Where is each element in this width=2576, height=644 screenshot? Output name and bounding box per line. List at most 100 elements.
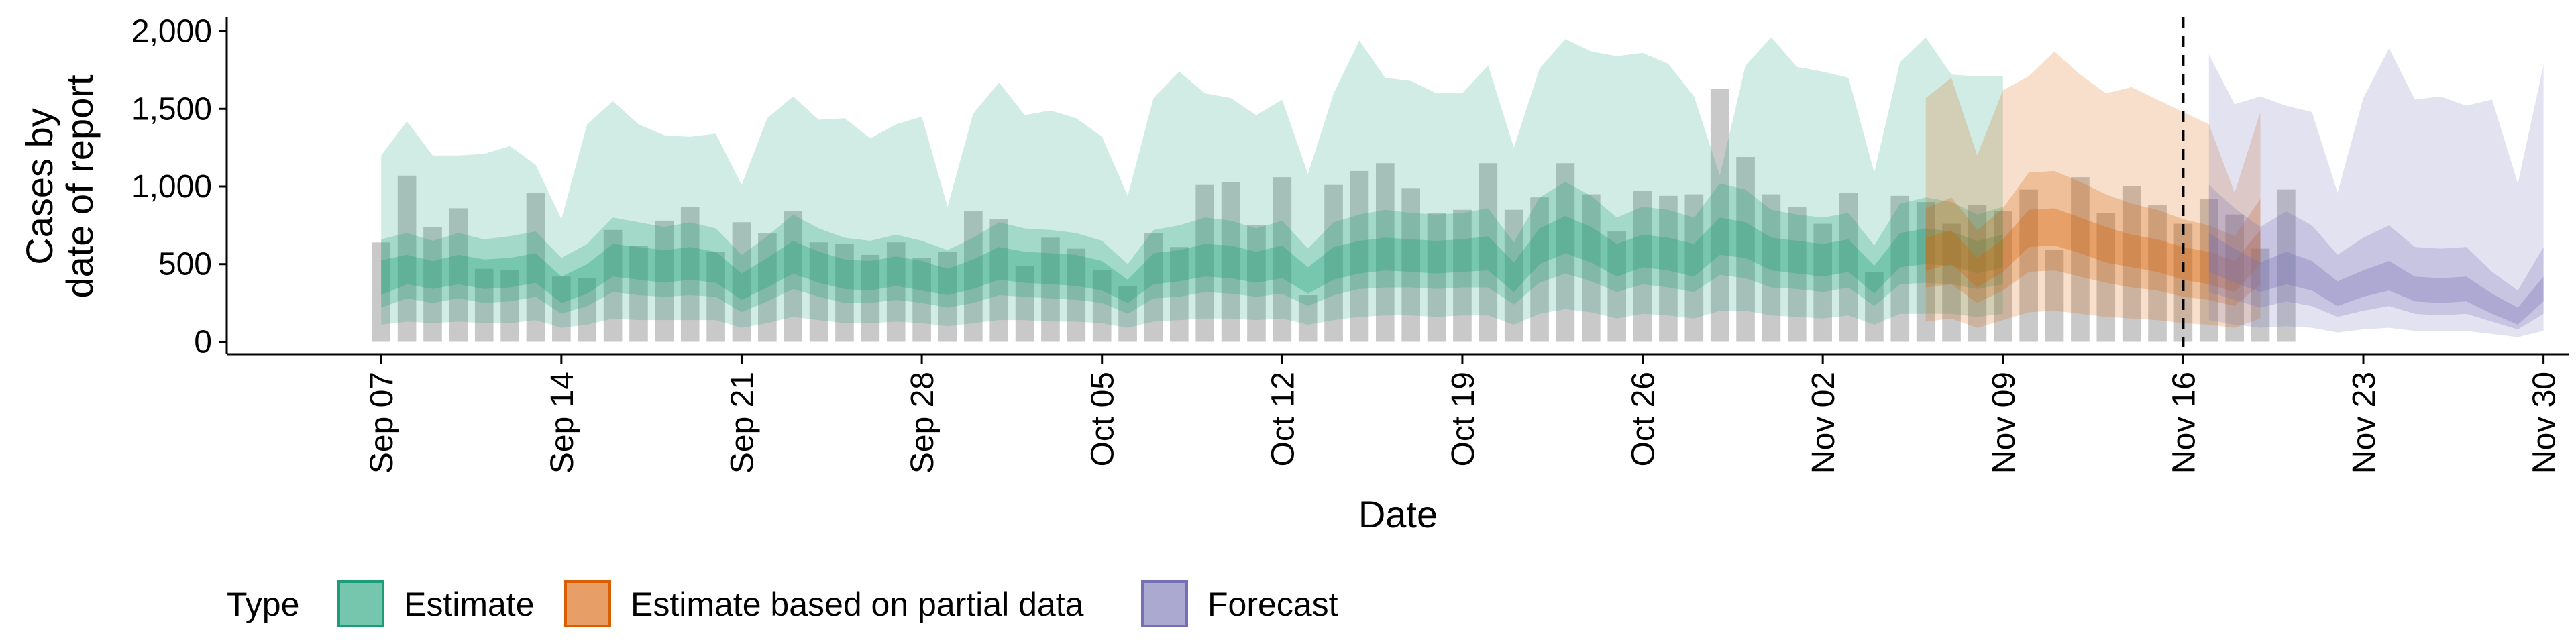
x-tick-label: Oct 19: [1446, 372, 1481, 466]
reported-cases-bar: [1787, 207, 1807, 342]
reported-cases-bar: [2199, 199, 2218, 342]
reported-cases-bar: [1015, 266, 1034, 342]
reported-cases-bar: [1968, 205, 1987, 342]
legend-key-2: [1141, 580, 1188, 627]
x-tick-label: Oct 26: [1626, 372, 1662, 466]
reported-cases-bar: [552, 276, 571, 342]
y-tick-label: 1,500: [131, 91, 212, 127]
reported-cases-bar: [1350, 170, 1369, 342]
y-tick-label: 0: [194, 324, 212, 360]
reported-cases-bar: [1324, 184, 1343, 342]
reported-cases-bar: [1633, 191, 1652, 342]
reported-cases-bar: [1273, 177, 1292, 342]
band-inner-series-1: [1925, 208, 2261, 292]
legend: Type Estimate Estimate based on partial da…: [227, 580, 1338, 627]
reported-cases-bar: [964, 211, 983, 342]
reported-cases-bar: [1684, 194, 1704, 342]
x-tick-label: Sep 14: [545, 372, 580, 474]
reported-cases-bar: [474, 268, 494, 342]
band-inner-series-2: [2208, 233, 2544, 325]
reported-cases-bar: [732, 222, 751, 342]
reported-cases-bar: [1067, 248, 1086, 342]
reported-cases-bar: [1916, 202, 1935, 342]
reported-cases-bar: [938, 252, 957, 342]
reported-cases-bar: [1195, 184, 1215, 342]
reported-cases-bar: [1118, 286, 1137, 342]
legend-label-1: Estimate based on partial data: [631, 586, 1084, 623]
x-tick-label: Nov 02: [1806, 372, 1841, 474]
reported-cases-bar: [1298, 295, 1318, 342]
y-tick-label: 2,000: [131, 14, 212, 50]
y-axis-title: Cases bydate of report: [18, 74, 101, 299]
x-axis-title: Date: [1358, 493, 1438, 535]
reported-cases-bar: [784, 211, 803, 342]
band-middle-series-0: [381, 182, 2003, 314]
reported-cases-bar: [1375, 163, 1395, 342]
x-tick-label: Nov 09: [1986, 372, 2022, 474]
y-tick-label: 500: [158, 247, 212, 282]
reported-cases-bar: [706, 252, 725, 342]
band-middle-series-1: [1925, 170, 2261, 307]
reported-cases-bar: [2122, 186, 2141, 342]
reported-cases-bar: [1427, 213, 1446, 342]
estimate-bands: [381, 37, 2544, 337]
reported-cases-bar: [1247, 225, 1266, 342]
reported-cases-bar: [912, 258, 931, 342]
reported-cases-bar: [758, 233, 777, 342]
reported-cases-bar: [1993, 211, 2012, 342]
reported-cases-bar: [2071, 177, 2090, 342]
reported-cases-bar: [526, 193, 545, 342]
reported-cases-bar: [1504, 209, 1523, 342]
reported-cases-bar: [1453, 209, 1472, 342]
reported-cases-bar: [1813, 223, 1832, 342]
reported-cases-bar: [578, 278, 597, 342]
reported-cases-bar: [1839, 193, 1858, 342]
reported-cases-bar: [1556, 163, 1575, 342]
reported-cases-bar: [372, 242, 391, 342]
reported-cases-bar: [1479, 163, 1498, 342]
reported-cases-bar: [1762, 194, 1781, 342]
legend-title: Type: [227, 586, 299, 623]
reported-cases-bar: [680, 207, 700, 342]
reported-cases-bar: [2225, 214, 2244, 342]
reported-cases-bar: [2277, 189, 2296, 342]
y-axis-ticks: 0 500 1,000 1,500 2,000: [131, 14, 227, 360]
reported-cases-bar: [1041, 237, 1060, 342]
reported-cases-bar: [2251, 248, 2270, 342]
x-tick-label: Nov 23: [2347, 372, 2382, 474]
reported-cases-bar: [655, 220, 674, 342]
reported-cases-bar: [2148, 205, 2167, 342]
reported-cases-bar: [1942, 223, 1961, 342]
legend-label-2: Forecast: [1208, 586, 1338, 623]
reported-cases-bar: [1581, 194, 1601, 342]
reported-cases-bar: [500, 270, 519, 342]
reported-cases-bar: [423, 227, 442, 342]
reported-cases-bar: [2045, 250, 2064, 342]
reported-cases-bar: [1736, 157, 1755, 342]
y-axis-title-line: date of report: [58, 74, 101, 299]
x-tick-label: Sep 07: [364, 372, 400, 474]
reported-cases-bar: [989, 219, 1009, 342]
band-outer-series-1: [1925, 51, 2261, 328]
band-outer-series-2: [2208, 48, 2544, 337]
reported-cases-bar: [1865, 272, 1884, 342]
x-tick-label: Sep 28: [905, 372, 941, 474]
y-tick-label: 1,000: [131, 169, 212, 205]
x-tick-label: Oct 12: [1265, 372, 1301, 466]
reported-cases-bar: [1170, 247, 1189, 342]
reported-cases-bars: [372, 89, 2296, 342]
reported-cases-bar: [1092, 270, 1112, 342]
reported-cases-bar: [1530, 197, 1549, 342]
reported-cases-bar: [1659, 195, 1678, 342]
reported-cases-bar: [397, 175, 417, 342]
legend-key-0: [337, 580, 384, 627]
reported-cases-bar: [1221, 182, 1240, 342]
reported-cases-bar: [2096, 213, 2116, 342]
band-inner-series-0: [381, 216, 2003, 303]
reported-cases-bar: [1144, 233, 1163, 342]
legend-label-0: Estimate: [404, 586, 535, 623]
reported-cases-bar: [1401, 188, 1421, 342]
y-axis-title-line: Cases by: [18, 108, 60, 264]
band-middle-series-2: [2208, 184, 2544, 329]
